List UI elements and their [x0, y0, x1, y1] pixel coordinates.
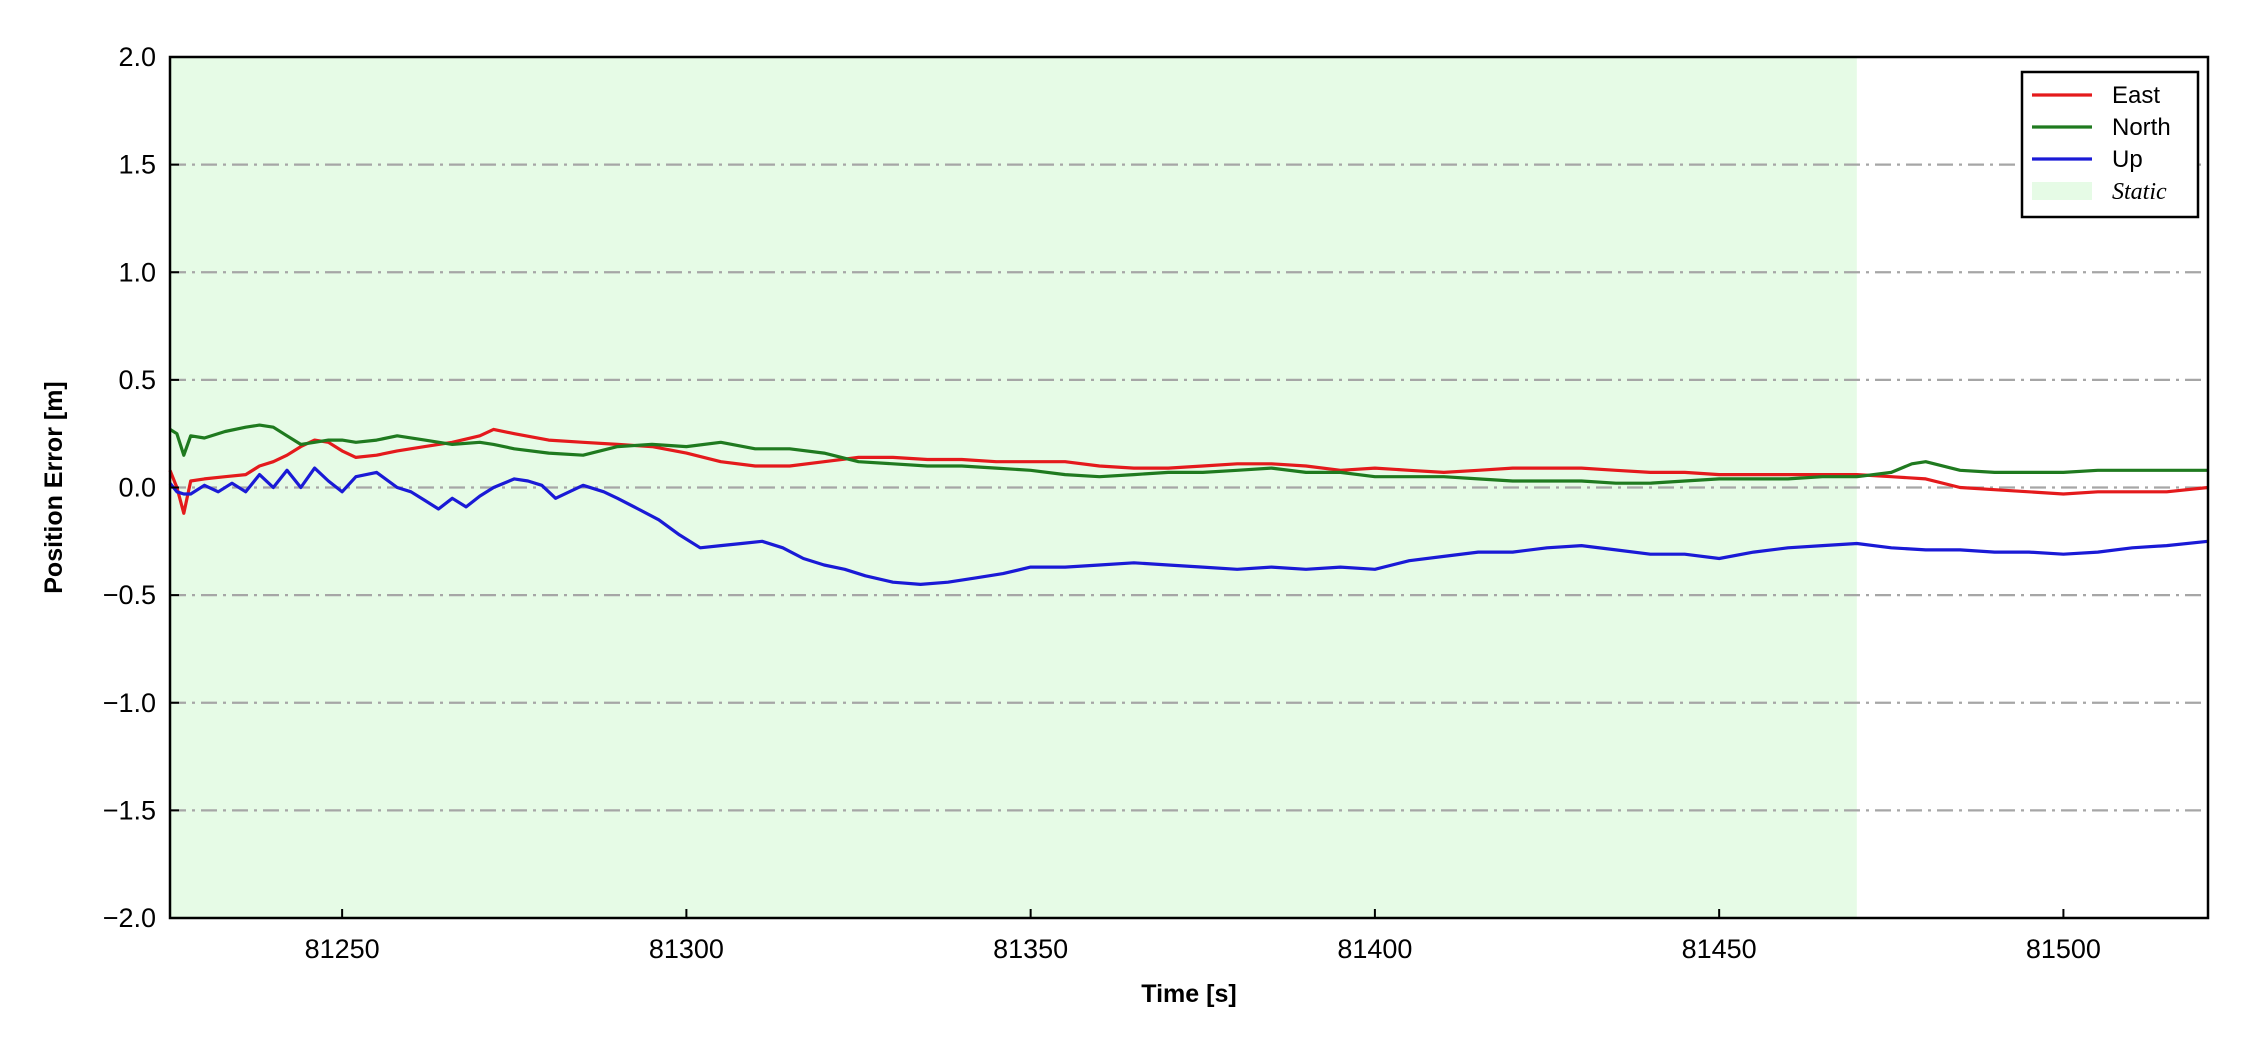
series-lines	[168, 423, 2209, 587]
y-tick-label: −0.5	[103, 580, 156, 610]
grid-lines	[170, 163, 2208, 812]
x-tick-label: 81400	[1337, 934, 1412, 964]
y-tick-label: 2.0	[118, 42, 156, 72]
legend-swatch-static	[2032, 182, 2092, 200]
y-tick-label: 0.5	[118, 365, 156, 395]
y-tick-label: 1.0	[118, 257, 156, 287]
x-tick-label: 81350	[993, 934, 1068, 964]
legend-label-east: East	[2112, 82, 2160, 109]
y-tick-label: 1.5	[118, 150, 156, 180]
series-line-north	[169, 423, 2208, 485]
y-tick-label: 0.0	[118, 473, 156, 503]
axis-ticks: −2.0 −1.5 −1.0 −0.5 0.0 0.5 1.0 1.5 2.0 81250 8130…	[103, 42, 2101, 964]
legend: East North Up Static	[2020, 70, 2200, 219]
x-tick-label: 81500	[2026, 934, 2101, 964]
x-tick-label: 81450	[1682, 934, 1757, 964]
legend-label-north: North	[2112, 114, 2171, 141]
y-axis-label: Position Error [m]	[40, 381, 68, 594]
x-tick-label: 81250	[305, 934, 380, 964]
y-tick-label: −1.5	[103, 795, 156, 825]
legend-label-up: Up	[2112, 146, 2143, 173]
y-tick-label: −2.0	[103, 903, 156, 933]
y-tick-label: −1.0	[103, 688, 156, 718]
series-line-up	[168, 466, 2209, 587]
x-tick-label: 81300	[649, 934, 724, 964]
x-axis-label: Time [s]	[1141, 980, 1236, 1008]
legend-label-static: Static	[2112, 179, 2167, 205]
